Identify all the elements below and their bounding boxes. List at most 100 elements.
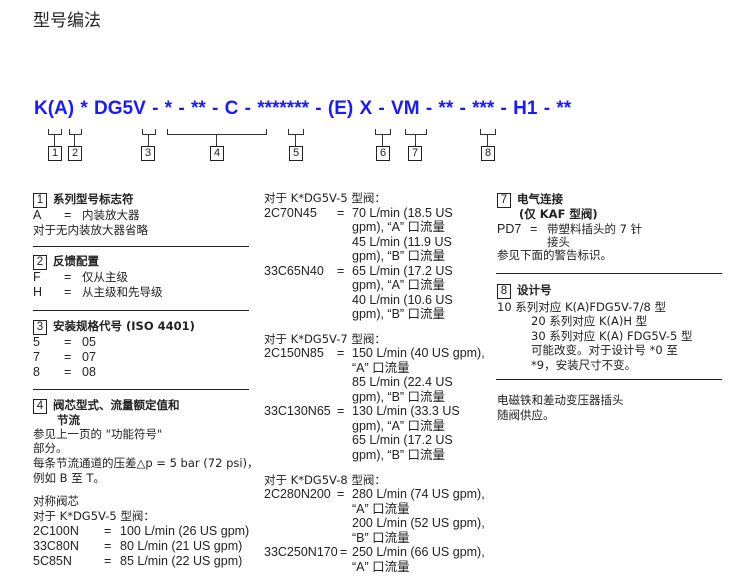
section-3-heading: 3 安装规格代号 (ISO 4401) [33, 319, 195, 335]
stem [54, 134, 56, 146]
text-line: 每条节流通道的压差△p = 5 bar (72 psi)， [33, 456, 259, 470]
section-title: 设计号 [517, 283, 552, 297]
text-line: 可能改变。对于设计号 *0 至 [531, 343, 678, 357]
text-line: *9，安装尺寸不变。 [531, 358, 637, 372]
code-value: gpm), “A” 口流量 [352, 220, 446, 234]
code-value: 65 L/min (17.2 US [352, 433, 453, 447]
code-value: 85 L/min (22 US gpm) [120, 554, 243, 568]
code-key: 5C85N [33, 554, 72, 568]
divider [33, 246, 249, 248]
code-value: 45 L/min (11.9 US [352, 235, 452, 249]
valve-type-label: 对于 K*DG5V-5 型阀： [33, 509, 155, 523]
note: 参见下面的警告标识。 [497, 248, 612, 262]
code-key: H [33, 285, 43, 299]
equals: = [530, 222, 538, 236]
equals: = [337, 404, 345, 418]
callout-1: 1 [48, 146, 62, 161]
section-4-heading: 4 阀芯型式、流量额定值和 [33, 398, 180, 414]
callout-2: 2 [68, 146, 82, 161]
section-title: 系列型号标志符 [53, 192, 134, 206]
equals: = [340, 545, 348, 559]
code-value: 接头 [547, 235, 570, 249]
equals: = [337, 264, 345, 278]
code-value: 40 L/min (10.6 US [352, 293, 453, 307]
callout-4: 4 [210, 146, 224, 161]
code-value: “A” 口流量 [352, 361, 410, 375]
section-title: 阀芯型式、流量额定值和 [53, 398, 180, 412]
section-8-heading: 8 设计号 [497, 283, 552, 299]
section-title: 电气连接 [517, 192, 563, 206]
valve-type-label: 对于 K*DG5V-7 型阀： [264, 332, 386, 346]
code-value: 100 L/min (26 US gpm) [120, 524, 250, 538]
section-number: 2 [33, 255, 47, 270]
stem [148, 134, 150, 146]
code-value: 80 L/min (21 US gpm) [120, 539, 243, 553]
section-number: 4 [33, 399, 47, 414]
divider [33, 389, 249, 391]
code-value: 内装放大器 [82, 208, 140, 222]
section-1-heading: 1 系列型号标志符 [33, 192, 134, 208]
code-value: 05 [82, 335, 96, 349]
equals: = [64, 350, 72, 364]
text-line: 例如 B 至 T。 [33, 471, 105, 485]
code-value: gpm), “A” 口流量 [352, 278, 446, 292]
code-value: 85 L/min (22.4 US [352, 375, 453, 389]
callout-8: 8 [481, 146, 495, 161]
section-title: 安装规格代号 (ISO 4401) [53, 319, 195, 333]
equals: = [64, 208, 72, 222]
code-value: gpm), “B” 口流量 [352, 249, 446, 263]
text-line: 参见上一页的 "功能符号" [33, 427, 163, 441]
code-value: 280 L/min (74 US gpm), [352, 487, 485, 501]
code-key: F [33, 270, 41, 284]
code-key: PD7 [497, 222, 522, 236]
code-key: 7 [33, 350, 40, 364]
code-key: 33C130N65 [264, 404, 331, 418]
code-value: 150 L/min (40 US gpm), [352, 346, 485, 360]
stem [487, 134, 489, 146]
callout-5: 5 [289, 146, 303, 161]
section-title-cont: (仅 KAF 型阀) [519, 207, 598, 221]
callout-7: 7 [408, 146, 422, 161]
valve-type-label: 对于 K*DG5V-8 型阀： [264, 473, 386, 487]
section-number: 1 [33, 193, 47, 208]
valve-type-label: 对于 K*DG5V-5 型阀： [264, 191, 386, 205]
section-number: 3 [33, 320, 47, 335]
stem [415, 134, 417, 146]
code-key: A [33, 208, 42, 222]
equals: = [64, 335, 72, 349]
note: 电磁铁和差动变压器插头 [497, 393, 624, 407]
note: 随阀供应。 [497, 408, 555, 422]
stem [74, 134, 76, 146]
text-line: 20 系列对应 K(A)H 型 [531, 314, 648, 328]
code-value: 仅从主级 [82, 270, 128, 284]
model-code: K(A) * DG5V - * - ** - C - ******* - (E)… [34, 98, 572, 119]
code-key: 5 [33, 335, 40, 349]
bracket-2 [69, 129, 82, 135]
text-line: 30 系列对应 K(A) FDG5V-5 型 [531, 329, 693, 343]
equals: = [64, 365, 72, 379]
section-title-cont: 节流 [57, 413, 80, 427]
code-value: “A” 口流量 [352, 560, 410, 574]
divider [33, 310, 249, 312]
code-value: gpm), “B” 口流量 [352, 390, 446, 404]
callout-6: 6 [376, 146, 390, 161]
code-value: 250 L/min (66 US gpm), [352, 545, 485, 559]
code-value: 70 L/min (18.5 US [352, 206, 453, 220]
subheading: 对称阀芯 [33, 494, 79, 508]
section-7-heading: 7 电气连接 [497, 192, 563, 208]
divider [496, 273, 722, 275]
equals: = [104, 554, 112, 568]
equals: = [64, 285, 72, 299]
equals: = [104, 539, 112, 553]
section-number: 7 [497, 193, 511, 208]
code-value: 07 [82, 350, 96, 364]
code-value: “A” 口流量 [352, 502, 410, 516]
code-key: 33C250N170 [264, 545, 338, 559]
stem [295, 134, 297, 146]
note: 对于无内装放大器省略 [33, 223, 148, 237]
code-value: 从主级和先导级 [82, 285, 163, 299]
code-key: 2C280N200 [264, 487, 331, 501]
code-key: 2C150N85 [264, 346, 324, 360]
code-key: 33C80N [33, 539, 79, 553]
